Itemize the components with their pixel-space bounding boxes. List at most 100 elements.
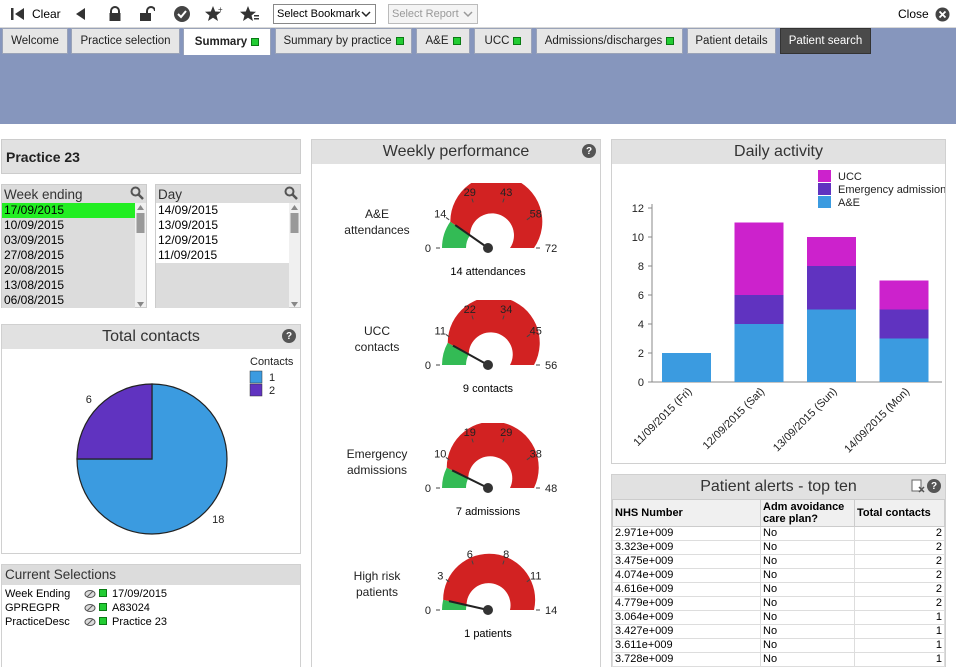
week-ending-listbox[interactable]: Week ending 17/09/2015 10/09/2015 03/09/20… [1, 184, 147, 308]
clear-button[interactable]: Clear [8, 4, 61, 24]
legend-swatch[interactable] [249, 370, 263, 384]
y-tick-label: 0 [638, 377, 644, 389]
gauge-good-band [442, 599, 467, 610]
status-led-icon [452, 37, 461, 45]
gauge-label-line: A&E [364, 207, 389, 221]
column-header-nhs-number[interactable]: NHS Number [612, 499, 761, 527]
table-row[interactable]: 3.323e+009 No 2 [612, 540, 945, 555]
list-item[interactable]: 12/09/2015 [156, 233, 289, 248]
list-item[interactable]: 13/08/2015 [2, 278, 135, 293]
legend-swatch[interactable] [818, 183, 831, 195]
table-row[interactable]: 3.611e+009 No 1 [612, 638, 945, 653]
gauge-tick [471, 198, 474, 203]
tab-welcome[interactable]: Welcome [2, 28, 68, 54]
tab-ucc[interactable]: UCC [474, 28, 532, 54]
tab-patient-search[interactable]: Patient search [780, 28, 871, 54]
search-icon[interactable] [284, 186, 298, 203]
list-item[interactable]: 14/09/2015 [156, 203, 289, 218]
daily-activity-bar-chart: 0 2 4 6 8 10 12 11/09/2015 (Fri) 12/09/2015 (Sat… [631, 170, 945, 456]
gauge-tick [471, 560, 474, 565]
bar-segment[interactable] [734, 324, 784, 382]
bar-segment[interactable] [807, 266, 856, 310]
list-item[interactable]: 03/09/2015 [2, 233, 135, 248]
unlock-button[interactable] [137, 4, 157, 24]
table-row[interactable]: 3.064e+009 No 1 [612, 610, 945, 625]
tab-summary-by-practice[interactable]: Summary by practice [275, 28, 412, 54]
lock-button[interactable] [105, 4, 125, 24]
back-button[interactable] [70, 4, 90, 24]
table-row[interactable]: 4.616e+009 No 2 [612, 582, 945, 597]
gauge-label-line: High risk [353, 569, 401, 583]
tab-patient-details[interactable]: Patient details [687, 28, 776, 54]
tab-ae[interactable]: A&E [416, 28, 470, 54]
add-bookmark-button[interactable]: + [204, 4, 224, 24]
table-row[interactable]: 3.475e+009 No 2 [612, 554, 945, 569]
status-led-icon [99, 617, 107, 625]
eraser-icon[interactable] [84, 602, 96, 617]
gauge-tick-label: 29 [500, 427, 512, 439]
table-row[interactable]: 3.427e+009 No 1 [612, 624, 945, 639]
table-row[interactable]: 3.728e+009 No 1 [612, 652, 945, 667]
help-icon[interactable]: ? [282, 329, 296, 343]
gauge-label-line: patients [355, 585, 399, 599]
tab-label: Practice selection [80, 35, 171, 47]
bookmark-list-button[interactable] [240, 4, 260, 24]
gauge-bad-band [443, 553, 536, 610]
gauge-caption: 14 attendances [450, 266, 526, 278]
gauge-tick-label: 0 [425, 483, 431, 495]
bar-segment[interactable] [879, 338, 929, 383]
bar-segment[interactable] [807, 309, 856, 383]
tab-bar: Welcome Practice selection Summary Summa… [0, 28, 956, 124]
tab-practice-selection[interactable]: Practice selection [71, 28, 180, 54]
y-tick-label: 8 [638, 261, 644, 273]
tab-admissions-discharges[interactable]: Admissions/discharges [536, 28, 683, 54]
panel-title: Daily activity [734, 143, 823, 160]
clear-filter-icon[interactable] [911, 479, 925, 498]
tab-summary[interactable]: Summary [183, 28, 271, 55]
legend-swatch[interactable] [818, 170, 831, 182]
day-listbox[interactable]: Day 14/09/2015 13/09/2015 12/09/2015 11/09/… [155, 184, 301, 308]
x-tick-label: 12/09/2015 (Sat) [701, 386, 767, 452]
legend-swatch[interactable] [818, 196, 831, 208]
list-item[interactable]: 20/08/2015 [2, 263, 135, 278]
bookmark-select[interactable]: Select Bookmark [273, 4, 376, 24]
help-icon[interactable]: ? [927, 479, 941, 493]
gauge-tick-label: 10 [434, 448, 446, 460]
bar-segment[interactable] [807, 237, 856, 266]
bar-segment[interactable] [734, 295, 784, 324]
list-item[interactable]: 27/08/2015 [2, 248, 135, 263]
legend-swatch[interactable] [249, 383, 263, 397]
scrollbar[interactable] [289, 203, 300, 307]
report-select[interactable]: Select Report [388, 4, 478, 24]
check-button[interactable] [172, 4, 192, 24]
list-item[interactable]: 17/09/2015 [2, 203, 135, 218]
search-icon[interactable] [130, 186, 144, 203]
bar-segment[interactable] [879, 309, 929, 339]
help-icon[interactable]: ? [582, 144, 596, 158]
column-header-total-contacts[interactable]: Total contacts [854, 499, 945, 527]
pie-slice[interactable] [76, 383, 153, 460]
scrollbar[interactable] [135, 203, 146, 307]
bar-segment[interactable] [879, 280, 929, 310]
eraser-icon[interactable] [84, 588, 96, 603]
nhs-number-cell: 3.475e+009 [612, 554, 761, 569]
gauge-caption: 1 patients [464, 628, 512, 640]
gauge-tick-label: 3 [437, 570, 443, 582]
total-contacts-cell: 2 [854, 540, 945, 555]
pie-slice[interactable] [76, 383, 228, 535]
list-item[interactable]: 13/09/2015 [156, 218, 289, 233]
list-item[interactable]: 06/08/2015 [2, 293, 135, 308]
table-row[interactable]: 4.779e+009 No 2 [612, 596, 945, 611]
list-item[interactable]: 10/09/2015 [2, 218, 135, 233]
legend-label: A&E [838, 197, 860, 209]
list-item[interactable]: 11/09/2015 [156, 248, 289, 263]
bar-segment[interactable] [734, 222, 784, 296]
eraser-icon[interactable] [84, 616, 96, 631]
gauge-tick [445, 334, 450, 338]
close-button[interactable]: Close [898, 4, 951, 24]
table-row[interactable]: 4.074e+009 No 2 [612, 568, 945, 583]
table-row[interactable]: 2.971e+009 No 2 [612, 526, 945, 541]
column-header-care-plan[interactable]: Adm avoidance care plan? [760, 499, 855, 527]
gauge-tick-label: 14 [545, 605, 557, 617]
bar-segment[interactable] [662, 353, 711, 382]
